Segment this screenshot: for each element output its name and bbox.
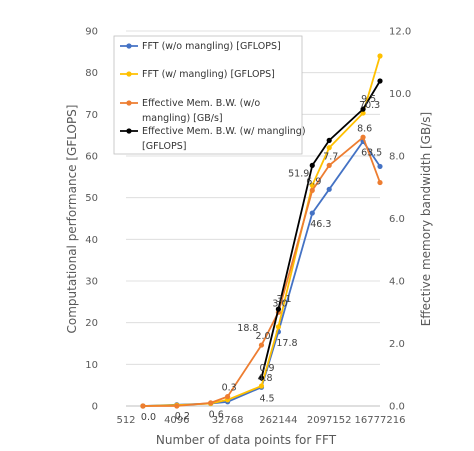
series-line-3 bbox=[142, 136, 381, 407]
series-4-point-4 bbox=[360, 106, 366, 112]
series-1-label-0: 0.0 bbox=[141, 412, 156, 423]
series-1-label-8: 63.5 bbox=[361, 147, 382, 158]
series-3-point-2 bbox=[208, 400, 214, 406]
x-tick-label-5: 16777216 bbox=[355, 415, 406, 426]
y-right-tick-label-4: 8.0 bbox=[389, 152, 405, 163]
series-2-label-4: 4.8 bbox=[257, 373, 272, 384]
series-2-point-9 bbox=[377, 53, 383, 59]
legend-label-4: Effective Mem. B.W. (w/ mangling) [GFLOP… bbox=[142, 126, 309, 152]
y-left-axis-title: Computational performance [GFLOPS] bbox=[65, 105, 79, 334]
series-3-point-1 bbox=[174, 403, 180, 409]
series-4-point-2 bbox=[309, 162, 315, 168]
x-tick-label-3: 262144 bbox=[259, 415, 297, 426]
legend-entry-2: FFT (w/ mangling) [GFLOPS] bbox=[120, 69, 275, 80]
legend-marker-1 bbox=[126, 43, 132, 49]
series-2-point-8 bbox=[360, 110, 366, 116]
y-right-tick-label-5: 10.0 bbox=[389, 89, 411, 100]
y-left-tick-label-7: 70 bbox=[85, 110, 98, 121]
legend-label-3-line-2: mangling) [GB/s] bbox=[142, 113, 223, 124]
y-right-tick-label-3: 6.0 bbox=[389, 214, 405, 225]
y-left-tick-label-4: 40 bbox=[85, 235, 98, 246]
series-1-label-1: 0.2 bbox=[175, 411, 190, 422]
legend-label-4-line-2: [GFLOPS] bbox=[142, 141, 186, 152]
series-3-point-3 bbox=[225, 394, 231, 400]
y-left-tick-label-8: 80 bbox=[85, 68, 98, 79]
series-3-point-4 bbox=[258, 342, 265, 348]
series-4-label-1: 3.1 bbox=[276, 294, 291, 305]
series-1-label-5: 17.8 bbox=[276, 338, 297, 349]
legend-label-2: FFT (w/ mangling) [GFLOPS] bbox=[142, 69, 275, 80]
series-3-point-0 bbox=[140, 403, 146, 409]
series-2-point-5 bbox=[275, 324, 281, 330]
series-1-label-4: 4.5 bbox=[259, 393, 274, 404]
y-left-tick-label-2: 20 bbox=[85, 318, 98, 329]
series-3-point-7 bbox=[326, 162, 332, 168]
y-left-tick-label-1: 10 bbox=[85, 360, 98, 371]
y-left-tick-label-9: 90 bbox=[85, 27, 98, 38]
series-3-point-9 bbox=[377, 179, 383, 186]
legend-box bbox=[113, 35, 303, 155]
series-2-point-6 bbox=[309, 182, 315, 188]
series-2-point-4 bbox=[258, 383, 265, 389]
series-1-label-2: 0.6 bbox=[209, 410, 224, 421]
y-right-tick-label-6: 12.0 bbox=[389, 27, 411, 38]
y-left-tick-labels: 0 10 20 30 40 50 60 70 80 90 bbox=[85, 27, 98, 413]
series-1-point-9 bbox=[377, 163, 383, 170]
x-tick-label-4: 2097152 bbox=[307, 415, 352, 426]
x-axis-title: Number of data points for FFT bbox=[156, 433, 337, 447]
y-left-tick-label-3: 30 bbox=[85, 277, 98, 288]
series-3-point-8 bbox=[360, 134, 366, 140]
y-right-axis-title: Effective memory bandwidth [GB/s] bbox=[419, 112, 433, 326]
y-left-tick-label-5: 50 bbox=[85, 193, 98, 204]
x-tick-label-2: 32768 bbox=[212, 415, 244, 426]
legend-label-3: Effective Mem. B.W. (w/o mangling) [GB/s… bbox=[142, 98, 263, 124]
x-tick-labels: 512 4096 32768 262144 2097152 16777216 bbox=[116, 415, 405, 426]
series-lines bbox=[140, 53, 383, 409]
series-3-label-6: 6.9 bbox=[306, 176, 321, 187]
series-4-label-0: 0.9 bbox=[259, 363, 274, 374]
series-3-label-8: 8.6 bbox=[357, 123, 372, 134]
legend: FFT (w/o mangling) [GFLOPS] FFT (w/ mang… bbox=[113, 35, 309, 155]
legend-entry-3: Effective Mem. B.W. (w/o mangling) [GB/s… bbox=[120, 98, 263, 124]
series-4-point-5 bbox=[377, 78, 383, 84]
y-right-tick-label-1: 2.0 bbox=[389, 339, 405, 350]
legend-entry-1: FFT (w/o mangling) [GFLOPS] bbox=[120, 41, 281, 52]
y-right-tick-labels: 0.0 2.0 4.0 6.0 8.0 10.0 12.0 bbox=[389, 27, 411, 413]
data-labels: 0.0 0.2 0.6 4.5 17.8 46.3 63.5 4.8 70.3 0.3 2.0 3.0… bbox=[141, 94, 382, 423]
series-3-label-5: 3.0 bbox=[272, 298, 287, 309]
x-tick-label-1: 4096 bbox=[164, 415, 189, 426]
series-line-4 bbox=[260, 80, 381, 379]
y-left-tick-label-0: 0 bbox=[92, 402, 98, 413]
series-3-point-6 bbox=[309, 187, 315, 193]
legend-marker-3 bbox=[126, 100, 132, 106]
y-left-tick-label-6: 60 bbox=[85, 152, 98, 163]
series-2-label-8: 70.3 bbox=[359, 100, 380, 111]
series-1-point-7 bbox=[326, 186, 332, 192]
y-right-tick-label-0: 0.0 bbox=[389, 402, 405, 413]
series-1-point-6 bbox=[309, 210, 315, 216]
series-1-label-6: 46.3 bbox=[310, 219, 331, 230]
y-right-tick-label-2: 4.0 bbox=[389, 277, 405, 288]
series-2-point-7 bbox=[326, 145, 332, 151]
extra-label-0: 18.8 bbox=[237, 323, 258, 334]
legend-label-1: FFT (w/o mangling) [GFLOPS] bbox=[142, 41, 281, 52]
series-4-point-1 bbox=[275, 306, 281, 312]
series-4-point-0 bbox=[258, 375, 265, 381]
legend-label-3-line-1: Effective Mem. B.W. (w/o bbox=[142, 98, 260, 109]
legend-marker-4 bbox=[126, 128, 132, 134]
series-3-label-4: 2.0 bbox=[255, 331, 270, 342]
series-4-label-4: 9.5 bbox=[361, 94, 376, 105]
series-4-point-3 bbox=[326, 137, 332, 143]
series-3-label-7: 7.7 bbox=[323, 151, 338, 162]
legend-marker-2 bbox=[126, 71, 132, 77]
legend-entry-4: Effective Mem. B.W. (w/ mangling) [GFLOP… bbox=[120, 126, 309, 152]
series-3-label-3: 0.3 bbox=[222, 383, 237, 394]
legend-label-4-line-1: Effective Mem. B.W. (w/ mangling) bbox=[142, 126, 306, 137]
extra-label-1: 51.9 bbox=[288, 168, 309, 179]
x-tick-label-0: 512 bbox=[116, 415, 135, 426]
